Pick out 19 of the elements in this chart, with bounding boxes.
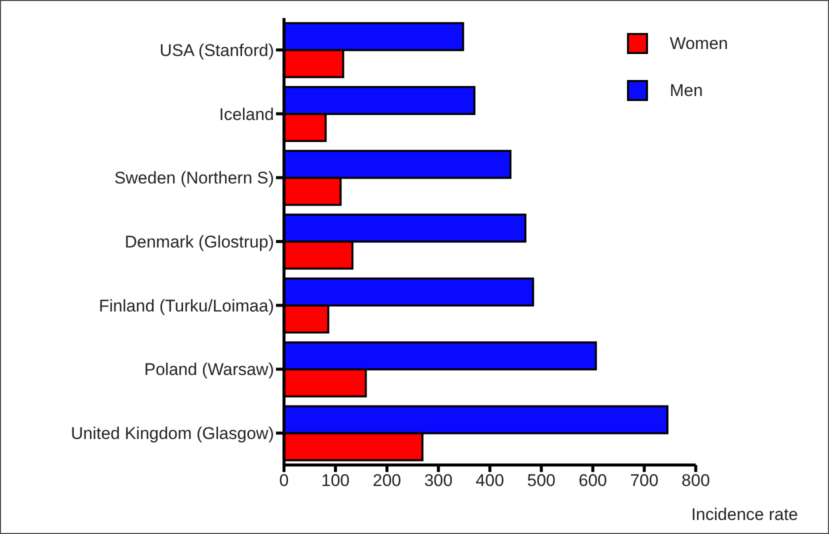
y-tick-label: Poland (Warsaw) [144,360,274,380]
legend-label: Women [670,34,728,54]
y-tick-label: Finland (Turku/Loimaa) [98,296,274,316]
y-tick-label: USA (Stanford) [160,40,274,60]
y-tick-label: Denmark (Glostrup) [124,232,274,252]
x-tick-label: 600 [578,471,607,490]
y-tick-label: Iceland [219,104,274,124]
y-tick-label: Sweden (Northern S) [114,168,274,188]
x-tick-label: 400 [476,471,504,490]
x-tick-label: 200 [372,471,402,490]
x-tick-label: 800 [682,471,710,490]
x-tick-label: 500 [527,471,556,490]
x-tick-label: 100 [321,471,350,490]
y-tick-label: United Kingdom (Glasgow) [70,424,274,444]
x-tick-label: 700 [630,471,658,490]
x-tick-label: 0 [279,471,289,490]
x-axis-title: Incidence rate [691,505,798,525]
x-tick-label: 300 [424,471,453,490]
legend-label: Men [670,80,703,100]
